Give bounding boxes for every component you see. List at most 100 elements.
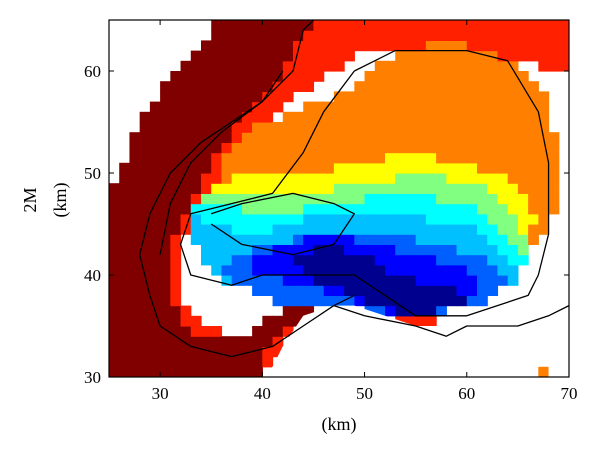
- heatmap-cell: [517, 20, 529, 31]
- heatmap-cell: [129, 295, 141, 307]
- heatmap-cell: [558, 50, 569, 62]
- heatmap-cell: [344, 50, 355, 62]
- heatmap-cell: [364, 203, 376, 215]
- heatmap-cell: [129, 224, 141, 235]
- heatmap-cell: [374, 60, 386, 72]
- heatmap-cell: [313, 213, 325, 225]
- heatmap-cell: [221, 213, 233, 225]
- heatmap-cell: [385, 183, 396, 194]
- contour-outer: [159, 20, 314, 255]
- heatmap-cell: [139, 183, 151, 194]
- heatmap-cell: [477, 122, 488, 133]
- heatmap-cell: [313, 142, 325, 154]
- heatmap-cell: [497, 111, 509, 123]
- heatmap-cell: [303, 50, 315, 62]
- heatmap-cell: [507, 101, 519, 113]
- heatmap-cell: [303, 71, 315, 82]
- heatmap-cell: [170, 254, 182, 266]
- heatmap-cell: [129, 346, 141, 358]
- heatmap-cell: [323, 101, 335, 113]
- heatmap-cell: [528, 183, 539, 194]
- heatmap-cell: [528, 193, 539, 205]
- heatmap-cell: [262, 285, 274, 296]
- heatmap-cell: [507, 152, 519, 164]
- heatmap-cell: [160, 81, 171, 92]
- heatmap-cell: [190, 101, 202, 113]
- heatmap-cell: [119, 295, 131, 307]
- heatmap-cell: [303, 254, 315, 266]
- heatmap-cell: [149, 366, 161, 377]
- heatmap-cell: [231, 40, 243, 52]
- heatmap-cell: [507, 213, 519, 225]
- heatmap-cell: [517, 40, 529, 52]
- heatmap-cell: [415, 40, 427, 52]
- heatmap-cell: [405, 244, 417, 256]
- heatmap-cell: [548, 152, 560, 164]
- heatmap-cell: [231, 264, 243, 276]
- heatmap-cell: [425, 152, 437, 164]
- heatmap-cell: [517, 173, 529, 184]
- heatmap-cell: [170, 122, 182, 133]
- heatmap-cell: [201, 254, 212, 266]
- heatmap-cell: [497, 254, 509, 266]
- heatmap-cell: [354, 20, 366, 31]
- heatmap-cell: [211, 20, 223, 31]
- heatmap-cell: [262, 101, 274, 113]
- heatmap-cell: [272, 285, 284, 296]
- heatmap-cell: [160, 111, 171, 123]
- heatmap-cell: [538, 122, 550, 133]
- heatmap-cell: [344, 162, 355, 174]
- heatmap-cell: [241, 264, 253, 276]
- heatmap-cell: [354, 173, 366, 184]
- heatmap-cell: [160, 193, 171, 205]
- heatmap-cell: [252, 285, 263, 296]
- heatmap-cell: [323, 142, 335, 154]
- heatmap-cell: [252, 132, 263, 143]
- heatmap-cell: [497, 234, 509, 245]
- heatmap-cell: [149, 234, 161, 245]
- heatmap-cell: [149, 264, 161, 276]
- heatmap-cell: [344, 224, 355, 235]
- heatmap-cell: [272, 71, 284, 82]
- heatmap-cell: [190, 111, 202, 123]
- heatmap-cell: [160, 122, 171, 133]
- heatmap-cell: [528, 234, 539, 245]
- heatmap-cell: [252, 91, 263, 103]
- heatmap-cell: [109, 264, 120, 276]
- heatmap-cell: [252, 20, 263, 31]
- heatmap-cell: [201, 162, 212, 174]
- heatmap-cell: [538, 193, 550, 205]
- heatmap-cell: [170, 81, 182, 92]
- heatmap-cell: [374, 20, 386, 31]
- heatmap-cell: [109, 254, 120, 266]
- heatmap-cell: [395, 20, 407, 31]
- heatmap-cell: [466, 71, 478, 82]
- heatmap-cell: [425, 285, 437, 296]
- heatmap-cell: [149, 142, 161, 154]
- heatmap-cell: [333, 20, 345, 31]
- heatmap-cell: [190, 315, 202, 327]
- heatmap-cell: [466, 60, 478, 72]
- heatmap-cell: [354, 244, 366, 256]
- heatmap-cell: [180, 213, 192, 225]
- heatmap-cell: [149, 193, 161, 205]
- heatmap-cell: [139, 111, 151, 123]
- heatmap-cell: [487, 142, 499, 154]
- heatmap-cell: [364, 101, 376, 113]
- heatmap-cell: [313, 285, 325, 296]
- heatmap-cell: [364, 224, 376, 235]
- heatmap-cell: [282, 234, 294, 245]
- heatmap-cell: [344, 203, 355, 215]
- heatmap-cell: [211, 366, 223, 377]
- heatmap-cell: [221, 30, 233, 41]
- heatmap-cell: [385, 213, 396, 225]
- heatmap-cell: [252, 101, 263, 113]
- heatmap-cell: [190, 234, 202, 245]
- heatmap-cell: [385, 264, 396, 276]
- heatmap-cell: [160, 101, 171, 113]
- heatmap-cell: [293, 81, 304, 92]
- x-tick-label: 60: [458, 384, 475, 403]
- heatmap-cell: [323, 295, 335, 307]
- heatmap-cell: [201, 336, 212, 347]
- heatmap-cell: [252, 162, 263, 174]
